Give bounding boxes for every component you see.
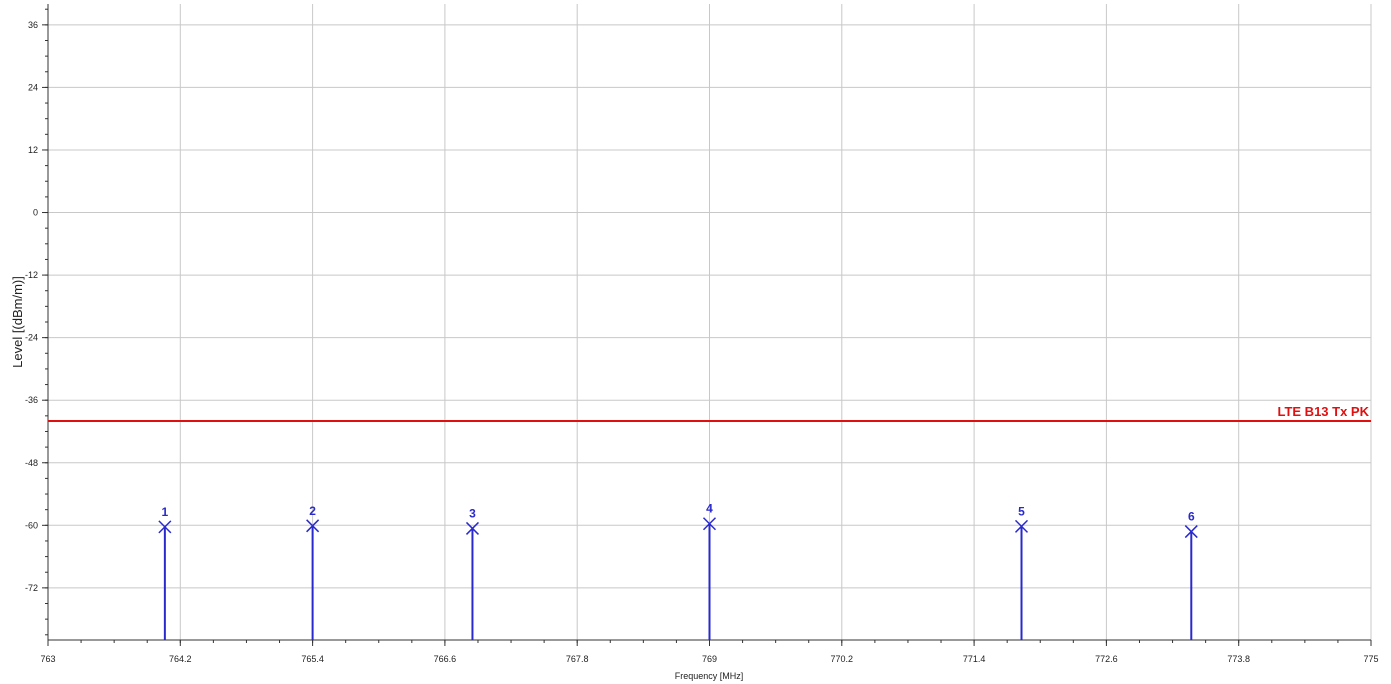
marker-cross xyxy=(306,519,320,533)
x-tick-label: 770.2 xyxy=(831,654,854,664)
y-tick-label: -24 xyxy=(25,333,38,343)
x-tick-label: 763 xyxy=(40,654,55,664)
marker-label: 3 xyxy=(469,506,476,520)
y-tick-labels: 36 24 12 0 -12 -24 -36 -48 -60 -72 xyxy=(25,20,38,593)
limit-line-label: LTE B13 Tx PK xyxy=(1277,404,1369,419)
marker-1: 1 xyxy=(158,505,172,640)
marker-cross xyxy=(158,520,172,534)
marker-label: 5 xyxy=(1018,504,1025,518)
x-tick-label: 766.6 xyxy=(434,654,457,664)
y-tick-label: -36 xyxy=(25,395,38,405)
limit-line-group: LTE B13 Tx PK xyxy=(48,404,1371,423)
x-tick-label: 772.6 xyxy=(1095,654,1118,664)
marker-3: 3 xyxy=(465,506,479,640)
x-tick-label: 771.4 xyxy=(963,654,986,664)
y-tick-label: -48 xyxy=(25,458,38,468)
x-axis-title: Frequency [MHz] xyxy=(675,671,744,681)
x-tick-labels: 763 764.2 765.4 766.6 767.8 769 770.2 771.4 772.… xyxy=(40,654,1378,664)
y-tick-label: 12 xyxy=(28,145,38,155)
y-tick-label: -72 xyxy=(25,583,38,593)
marker-cross xyxy=(1184,525,1198,539)
y-tick-label: 36 xyxy=(28,20,38,30)
y-tick-label: 24 xyxy=(28,82,38,92)
marker-cross xyxy=(465,521,479,535)
y-axis-title: Level [(dBm/m)] xyxy=(10,276,25,368)
marker-4: 4 xyxy=(702,502,717,640)
x-tick-label: 775 xyxy=(1363,654,1378,664)
markers-group: 1 2 3 4 5 6 xyxy=(158,502,1198,640)
y-tick-label: -60 xyxy=(25,520,38,530)
x-tick-label: 764.2 xyxy=(169,654,192,664)
marker-label: 6 xyxy=(1188,510,1195,524)
marker-6: 6 xyxy=(1184,510,1198,640)
x-tick-label: 765.4 xyxy=(301,654,324,664)
marker-label: 4 xyxy=(706,502,713,516)
marker-2: 2 xyxy=(306,504,320,640)
marker-cross xyxy=(702,517,717,531)
x-tick-label: 773.8 xyxy=(1227,654,1250,664)
marker-5: 5 xyxy=(1014,504,1029,640)
grid-lines xyxy=(47,4,1372,640)
y-tick-label: 0 xyxy=(33,208,38,218)
marker-cross xyxy=(1014,519,1029,533)
marker-label: 1 xyxy=(162,505,169,519)
marker-label: 2 xyxy=(309,504,316,518)
y-tick-label: -12 xyxy=(25,270,38,280)
x-tick-label: 769 xyxy=(702,654,717,664)
x-tick-label: 767.8 xyxy=(566,654,589,664)
